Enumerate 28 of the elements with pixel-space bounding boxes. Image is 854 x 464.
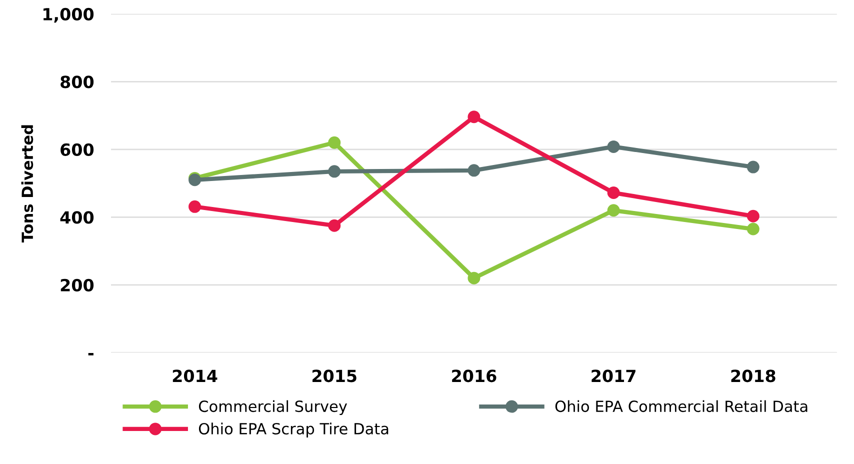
y-tick-label: -	[88, 352, 94, 356]
x-tick-label: 2015	[312, 370, 356, 382]
point	[188, 200, 202, 213]
x-tick-label: 2018	[731, 370, 776, 382]
y-tick-label: 1,000	[44, 8, 94, 23]
x-tick-label: 2016	[452, 370, 496, 382]
x-tick-label: 2014	[172, 370, 218, 382]
point	[328, 219, 341, 232]
point	[607, 140, 620, 153]
y-tick-label: 200	[60, 278, 94, 292]
point	[328, 136, 341, 149]
point	[746, 210, 760, 222]
legend-label: Commercial Survey	[198, 400, 348, 416]
y-tick-label: 800	[60, 76, 94, 88]
point	[607, 204, 620, 217]
legend-label: Ohio EPA Commercial Retail Data	[555, 400, 808, 412]
y-tick-label: 600	[60, 143, 94, 156]
y-tick-label: 400	[60, 211, 94, 224]
point	[468, 272, 480, 284]
point	[746, 160, 760, 174]
y-axis-title: Tons Diverted	[21, 125, 34, 242]
point	[607, 186, 620, 200]
point	[468, 164, 480, 177]
point	[746, 222, 760, 236]
legend-label: Ohio EPA Scrap Tire Data	[198, 422, 388, 438]
point	[328, 165, 341, 178]
point	[468, 110, 480, 124]
x-tick-label: 2017	[592, 370, 636, 382]
